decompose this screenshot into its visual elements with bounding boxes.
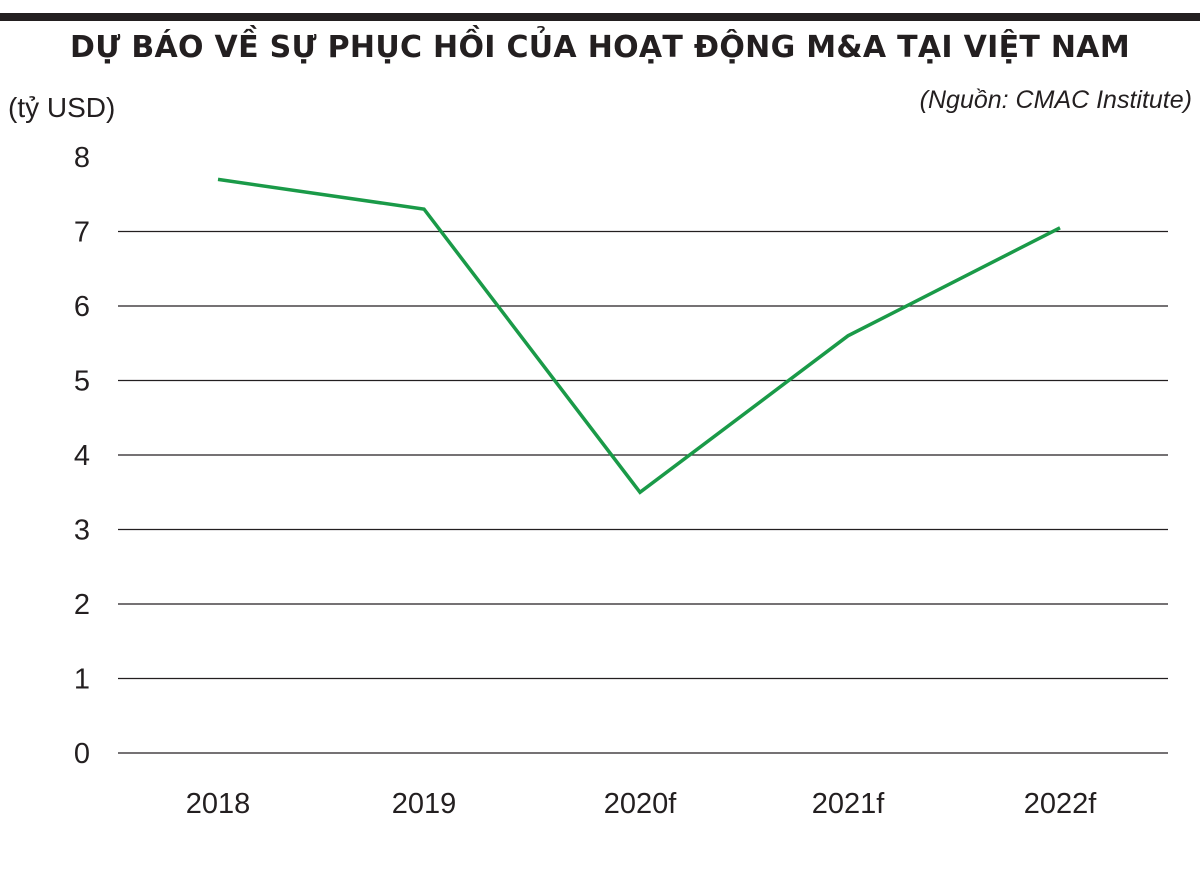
top-rule: [0, 13, 1200, 21]
x-tick-label-2022f: 2022f: [1024, 788, 1098, 820]
x-tick-label-2021f: 2021f: [812, 788, 886, 820]
series-line-0: [217, 177, 1061, 495]
y-tick-label-4: 4: [74, 440, 90, 472]
x-tick-label-2018: 2018: [186, 788, 251, 820]
y-tick-label-2: 2: [74, 589, 90, 621]
x-tick-label-2020f: 2020f: [604, 788, 678, 820]
y-tick-label-3: 3: [74, 515, 90, 547]
y-tick-label-5: 5: [74, 366, 90, 398]
source-note: (Nguồn: CMAC Institute): [919, 86, 1192, 114]
y-axis-ticks: 0 1 2 3 4 5 6 7 8: [74, 142, 90, 770]
x-tick-label-2019: 2019: [392, 788, 457, 820]
y-tick-label-7: 7: [74, 217, 90, 249]
series-layer: [217, 177, 1061, 495]
y-tick-label-6: 6: [74, 291, 90, 323]
y-axis-unit-label: (tỷ USD): [8, 92, 116, 123]
chart-title: DỰ BÁO VỀ SỰ PHỤC HỒI CỦA HOẠT ĐỘNG M&A …: [70, 30, 1130, 65]
y-tick-label-0: 0: [74, 738, 90, 770]
gridlines: [118, 230, 1168, 754]
x-axis-ticks: 2018 2019 2020f 2021f 2022f: [186, 788, 1097, 820]
y-tick-label-8: 8: [74, 142, 90, 174]
y-tick-label-1: 1: [74, 664, 90, 696]
